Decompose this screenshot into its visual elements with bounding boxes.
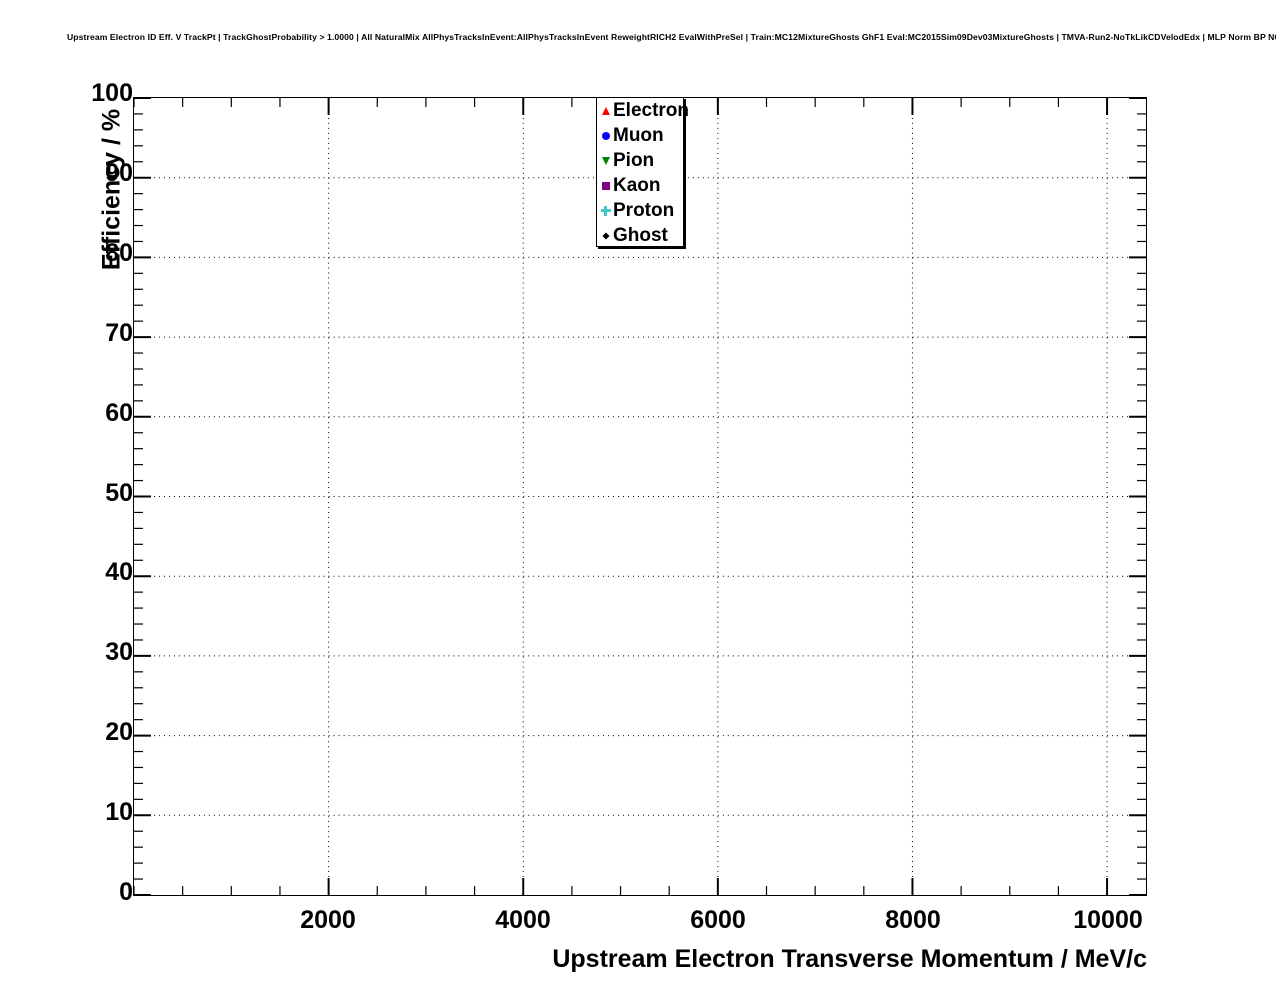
y-tick-label: 30 <box>105 638 133 667</box>
legend-entry-kaon[interactable]: Kaon <box>597 173 683 198</box>
legend-label: Muon <box>613 125 664 146</box>
y-tick-label: 80 <box>105 238 133 267</box>
y-tick-label: 10 <box>105 798 133 827</box>
legend-label: Proton <box>613 200 675 221</box>
legend-label: Ghost <box>613 225 668 246</box>
legend-entry-muon[interactable]: Muon <box>597 123 683 148</box>
square-marker-icon <box>599 173 612 198</box>
x-tick-label: 2000 <box>300 906 356 934</box>
y-tick-label: 20 <box>105 718 133 747</box>
y-tick-label: 90 <box>105 158 133 187</box>
triangle-down-marker-icon <box>599 148 612 173</box>
y-tick-label: 100 <box>91 79 133 107</box>
legend-entry-pion[interactable]: Pion <box>597 148 683 173</box>
y-tick-label: 70 <box>105 318 133 347</box>
legend-entry-proton[interactable]: Proton <box>597 198 683 223</box>
x-tick-label: 8000 <box>885 906 941 934</box>
x-tick-label: 10000 <box>1073 906 1143 934</box>
y-tick-label: 50 <box>105 478 133 507</box>
canvas-title: Upstream Electron ID Eff. V TrackPt | Tr… <box>67 32 1276 42</box>
triangle-up-marker-icon <box>599 98 612 123</box>
y-tick-label: 40 <box>105 558 133 587</box>
legend-label: Electron <box>613 100 690 121</box>
cross-marker-icon <box>599 198 612 223</box>
x-axis-title: Upstream Electron Transverse Momentum / … <box>552 945 1147 973</box>
legend-entry-electron[interactable]: Electron <box>597 98 689 123</box>
x-tick-label: 4000 <box>495 906 551 934</box>
dot-marker-icon <box>599 223 612 248</box>
legend-entry-ghost[interactable]: Ghost <box>597 223 683 248</box>
y-tick-label: 0 <box>119 878 133 906</box>
y-tick-label: 60 <box>105 398 133 427</box>
legend-label: Kaon <box>613 175 661 196</box>
circle-marker-icon <box>599 123 612 148</box>
x-tick-label: 6000 <box>690 906 746 934</box>
legend-label: Pion <box>613 150 655 171</box>
legend[interactable]: Electron Muon Pion Kaon Proton Ghost <box>596 97 689 248</box>
